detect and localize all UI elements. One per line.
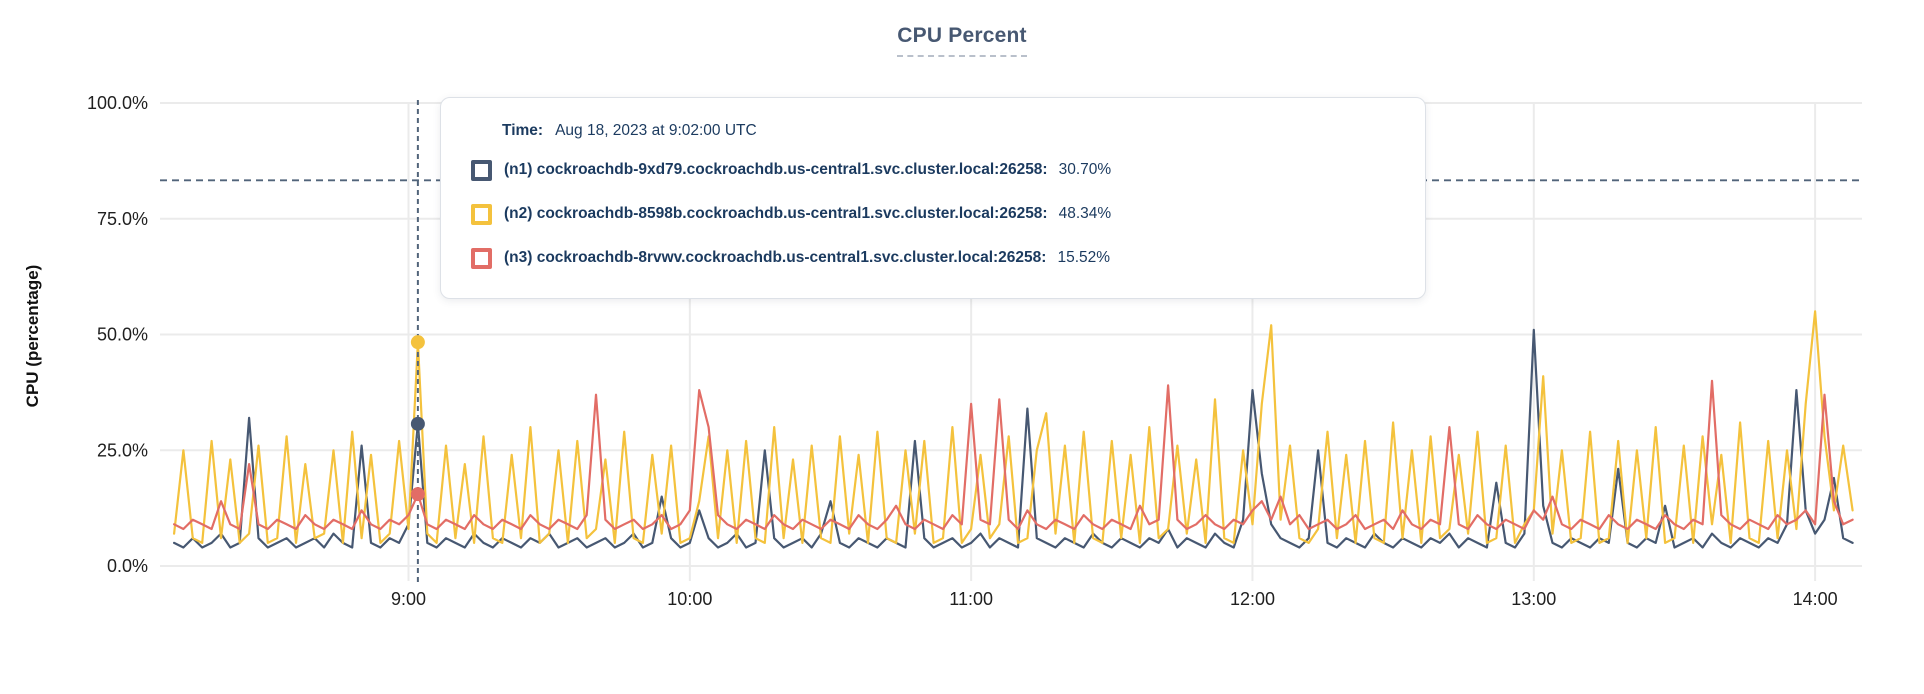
- series-line-n1: [173, 328, 1854, 549]
- x-tick-label: 10:00: [667, 589, 712, 609]
- tooltip-time-value: Aug 18, 2023 at 9:02:00 UTC: [555, 122, 757, 139]
- x-tick-label: 11:00: [949, 589, 993, 609]
- series-line-n3: [173, 379, 1854, 531]
- x-tick-label: 13:00: [1511, 589, 1556, 609]
- tooltip-series-label: (n2) cockroachdb-8598b.cockroachdb.us-ce…: [504, 205, 1048, 222]
- tooltip-time-row: Time: Aug 18, 2023 at 9:02:00 UTC: [502, 122, 1409, 140]
- hover-dot-n2: [410, 335, 425, 350]
- x-tick-label: 12:00: [1230, 589, 1275, 609]
- hover-tooltip: Time: Aug 18, 2023 at 9:02:00 UTC (n1) co…: [440, 97, 1426, 299]
- x-tick-label: 9:00: [391, 589, 426, 609]
- tooltip-time-label: Time:: [502, 122, 544, 139]
- tooltip-series-value: 48.34%: [1058, 205, 1112, 222]
- tooltip-series-label: (n3) cockroachdb-8rvwv.cockroachdb.us-ce…: [504, 249, 1047, 266]
- series-swatch-n2-icon: [471, 203, 492, 225]
- tooltip-series-value: 30.70%: [1058, 161, 1112, 178]
- tooltip-series-row-n2: (n2) cockroachdb-8598b.cockroachdb.us-ce…: [471, 200, 1409, 228]
- tooltip-series-label: (n1) cockroachdb-9xd79.cockroachdb.us-ce…: [504, 161, 1048, 178]
- y-tick-label: 25.0%: [97, 440, 148, 460]
- series-line-n2: [173, 310, 1854, 545]
- y-tick-label: 50.0%: [97, 325, 148, 345]
- series-swatch-n1-icon: [471, 159, 492, 181]
- tooltip-series-row-n3: (n3) cockroachdb-8rvwv.cockroachdb.us-ce…: [471, 244, 1409, 272]
- y-tick-label: 100.0%: [87, 93, 148, 113]
- x-tick-label: 14:00: [1793, 589, 1838, 609]
- hover-dot-n1: [410, 416, 425, 431]
- y-tick-label: 0.0%: [107, 556, 148, 576]
- y-tick-label: 75.0%: [97, 209, 148, 229]
- tooltip-series-row-n1: (n1) cockroachdb-9xd79.cockroachdb.us-ce…: [471, 156, 1409, 184]
- series-swatch-n3-icon: [471, 247, 492, 269]
- hover-dot-n3: [410, 487, 425, 502]
- tooltip-series-value: 15.52%: [1057, 249, 1111, 266]
